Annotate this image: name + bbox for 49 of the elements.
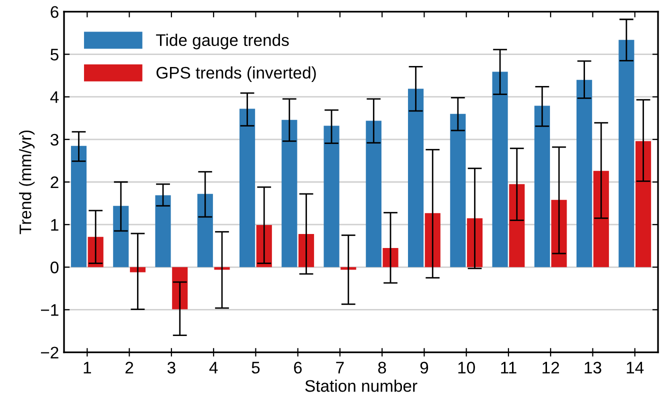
- bar: [324, 126, 340, 268]
- y-tick-label: −2: [40, 346, 58, 358]
- y-axis-title: Trend (mm/yr): [19, 130, 35, 234]
- bar: [618, 40, 634, 268]
- x-tick-label: 1: [84, 362, 92, 374]
- bar: [70, 146, 87, 268]
- y-tick-label: 3: [50, 134, 58, 146]
- bar: [172, 267, 188, 310]
- bar: [239, 108, 256, 268]
- y-tick-label: −1: [40, 304, 58, 316]
- y-tick-label: 5: [50, 48, 58, 60]
- bar: [509, 184, 525, 268]
- x-tick-label: 6: [294, 362, 302, 374]
- bar: [197, 194, 213, 268]
- bar: [576, 80, 592, 268]
- x-tick-label: 2: [126, 362, 134, 374]
- bar: [492, 72, 508, 268]
- bar: [214, 267, 230, 270]
- bar: [593, 170, 609, 268]
- bar: [551, 200, 567, 268]
- y-tick-label: 2: [50, 176, 58, 188]
- y-tick-label: 6: [50, 6, 58, 18]
- bar: [635, 141, 652, 268]
- legend-label: GPS trends (inverted): [156, 66, 316, 82]
- legend-label: Tide gauge trends: [156, 34, 289, 50]
- x-tick-label: 12: [542, 362, 560, 374]
- bar: [382, 248, 398, 268]
- x-tick-label: 5: [252, 362, 260, 374]
- x-tick-label: 4: [209, 362, 218, 374]
- x-tick-label: 11: [501, 362, 516, 374]
- bar: [366, 120, 382, 268]
- bar: [408, 88, 424, 268]
- x-tick-label: 8: [378, 362, 386, 374]
- y-tick-label: 0: [50, 262, 59, 274]
- bar: [450, 114, 466, 268]
- x-tick-label: 7: [336, 362, 344, 374]
- x-tick-label: 3: [167, 362, 176, 374]
- bar: [155, 195, 171, 268]
- x-tick-label: 9: [420, 362, 428, 374]
- x-axis-title: Station number: [305, 380, 418, 392]
- bar: [424, 213, 440, 268]
- x-tick-label: 14: [626, 362, 644, 374]
- x-tick-label: 13: [584, 362, 602, 374]
- x-tick-label: 10: [458, 362, 475, 374]
- y-tick-label: 4: [50, 91, 59, 103]
- bar: [534, 106, 550, 268]
- bar: [113, 206, 129, 268]
- y-tick-label: 1: [51, 219, 58, 231]
- bar: [282, 120, 298, 268]
